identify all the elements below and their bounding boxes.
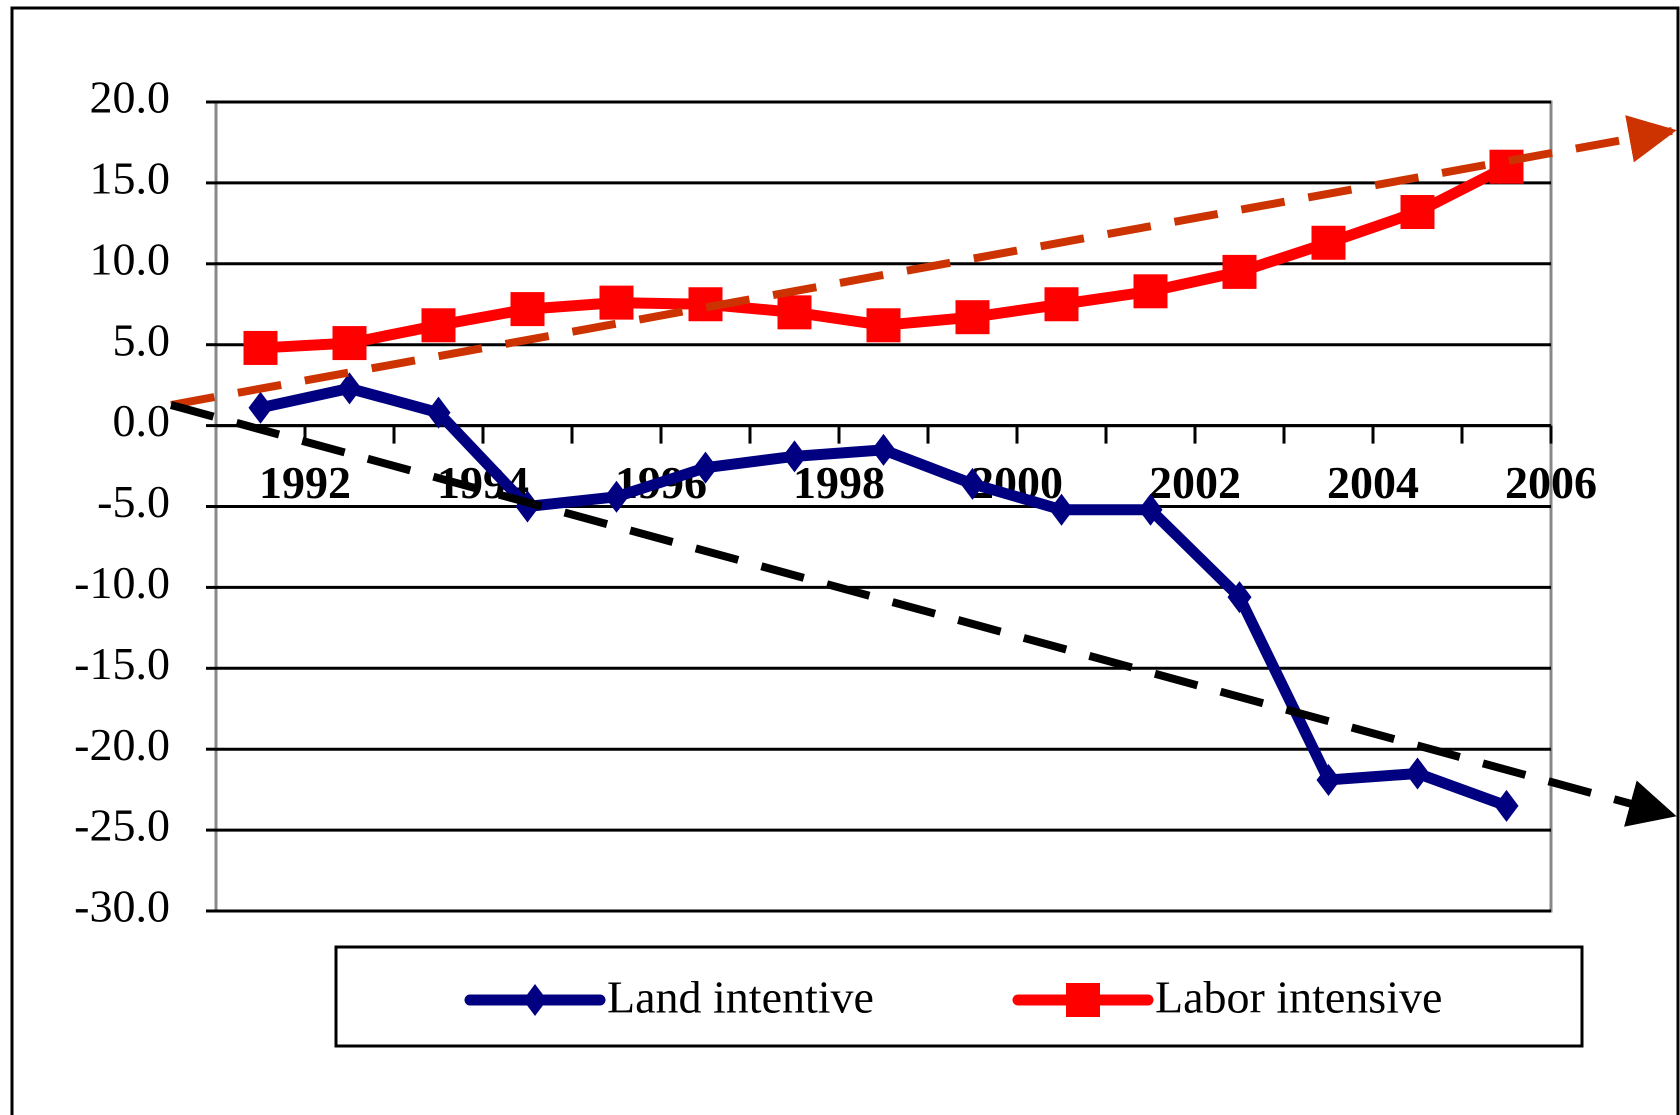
data-point [599,285,634,320]
data-point [1133,274,1168,309]
data-point [1489,149,1524,184]
data-point [337,372,362,405]
data-point [1494,789,1519,822]
x-tick-label: 2004 [1327,457,1419,508]
data-point [604,480,629,513]
data-point [426,396,451,429]
data-point [693,451,718,484]
x-tick-label: 1998 [793,457,885,508]
data-point [248,391,273,424]
y-tick-label: -15.0 [74,638,170,689]
data-point [1405,757,1430,790]
data-point [1227,581,1252,614]
legend-label: Land intentive [607,972,874,1023]
data-point [243,330,278,365]
chart-border [10,6,1680,1115]
data-point [1138,493,1163,526]
data-point [960,467,985,500]
y-tick-label: -30.0 [74,881,170,932]
data-point [1044,287,1079,322]
data-point [1400,195,1435,230]
x-tick-label: 2002 [1149,457,1241,508]
data-point [510,292,545,327]
y-tick-label: 10.0 [90,233,171,284]
data-point [1311,225,1346,260]
data-point [421,308,456,343]
y-tick-label: -20.0 [74,719,170,770]
trend-arrow [170,115,1677,409]
x-tick-label: 2006 [1505,457,1597,508]
data-point [523,984,547,1016]
data-point [782,440,807,473]
trend-arrow [169,401,1677,827]
data-point [871,433,896,466]
y-tick-label: 20.0 [90,72,171,123]
legend-label: Labor intensive [1155,972,1442,1023]
y-tick-label: 0.0 [113,395,171,446]
data-point [1049,493,1074,526]
data-point [1066,983,1100,1017]
y-tick-label: 15.0 [90,152,171,203]
data-point [332,326,367,361]
x-tick-label: 1992 [259,457,351,508]
data-point [777,295,812,330]
data-point [1316,763,1341,796]
y-tick-label: -10.0 [74,557,170,608]
data-point [955,300,990,335]
y-tick-label: -25.0 [74,800,170,851]
y-tick-label: -5.0 [97,476,170,527]
data-point [1222,254,1257,289]
data-point [866,308,901,343]
y-tick-label: 5.0 [113,314,171,365]
